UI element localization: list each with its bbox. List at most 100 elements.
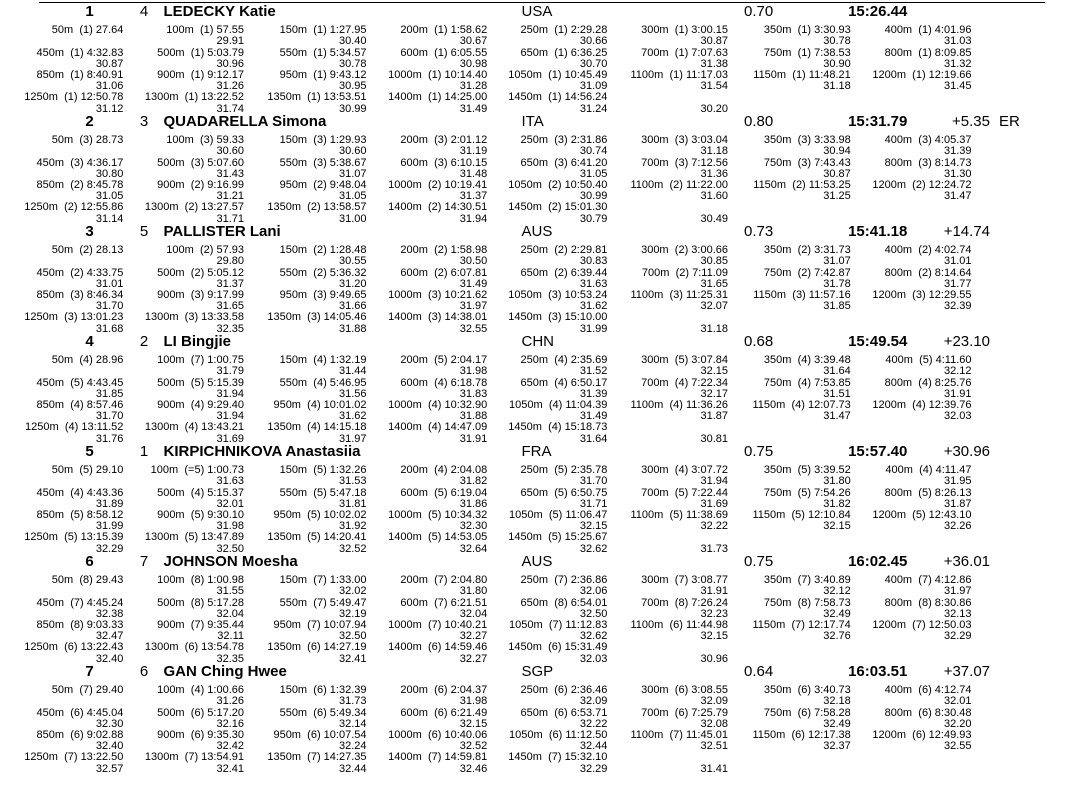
split-distance: 1300m: [144, 751, 179, 764]
lap-time: 31.97: [338, 432, 367, 445]
lap-time: 31.09: [579, 80, 608, 93]
lap-time: 31.64: [579, 432, 608, 445]
split-distance: 1050m: [509, 729, 543, 742]
country-code: USA: [521, 2, 553, 20]
split-cell-1000m: 1000m (5) 10:34.32 32.30: [373, 509, 487, 532]
split-distance: 450m: [36, 706, 64, 719]
split-cell-1400m: 1400m (5) 14:53.05 32.64: [373, 532, 487, 554]
split-distance: 1400m: [388, 751, 422, 764]
split-place-time: (6) 9:35.30: [190, 729, 244, 742]
split-cell-950m: 950m (2) 9:48.04 31.05: [253, 179, 367, 202]
split-cell-200m: 200m (5) 2:04.17 31.98: [373, 355, 487, 377]
split-distance: 850m: [36, 179, 64, 192]
split-distance: 900m: [157, 509, 185, 522]
split-line: 200m (3) 2:01.12: [373, 135, 487, 146]
split-place-time: (1) 14:25.00: [427, 91, 488, 104]
split-distance: 150m: [279, 354, 308, 367]
lap-time: [9, 476, 123, 487]
split-line: 250m (6) 2:36.46: [493, 685, 607, 696]
split-cell-1150m: 1150m (5) 12:10.84 32.15: [737, 509, 851, 533]
split-distance: 1000m: [388, 729, 422, 742]
split-place-time: (5) 5:47.18: [313, 486, 367, 499]
split-line: 1000m (7) 10:40.21: [373, 619, 487, 631]
split-distance: 250m: [520, 684, 548, 697]
split-distance: 950m: [273, 729, 301, 742]
split-place-time: (4) 14:47.09: [427, 421, 488, 434]
rank: 6: [85, 552, 94, 570]
split-distance: 800m: [884, 486, 913, 499]
split-place-time: (5) 8:26.13: [918, 486, 972, 499]
split-place-time: (2) 6:07.81: [434, 266, 488, 279]
split-cell-1300m: 1300m (6) 13:54.78 32.35: [130, 642, 244, 664]
split-place-time: (2) 5:05.12: [190, 266, 244, 279]
split-cell-1050m: 1050m (7) 11:12.83 32.62: [493, 619, 607, 642]
lap-time: 32.49: [823, 717, 851, 730]
lap-time: 30.85: [700, 255, 728, 268]
split-cell-1350m: 1350m (5) 14:20.41 32.52: [253, 532, 366, 554]
split-cell-600m: 600m (7) 6:21.51 32.04: [373, 597, 487, 620]
split-place-time: (2) 28.13: [79, 244, 124, 257]
lap-time: 32.35: [216, 652, 244, 665]
athlete-name: LEDECKY Katie: [163, 2, 276, 20]
split-place-time: (2) 57.93: [199, 244, 244, 257]
split-distance: 1450m: [508, 531, 542, 544]
split-distance: 500m: [157, 486, 185, 499]
split-distance: 1400m: [388, 641, 422, 654]
split-line: 500m (1) 5:03.79: [130, 47, 244, 59]
lap-time: 30.99: [338, 102, 367, 115]
split-distance: 400m: [884, 574, 913, 587]
rank: 2: [85, 112, 94, 130]
split-cell-100m: 100m (3) 59.33 30.60: [130, 135, 244, 157]
split-line: 1400m (6) 14:59.46: [373, 642, 487, 653]
lap-time: 31.78: [823, 277, 851, 290]
split-cell-750m: 750m (1) 7:38.53 30.90: [737, 47, 851, 70]
split-line: 150m (3) 1:29.93: [253, 135, 367, 146]
split-place-time: (1) 9:12.17: [190, 69, 244, 82]
split-cell-1000m: 1000m (1) 10:14.40 31.28: [373, 69, 487, 92]
lap-time: 32.46: [459, 762, 488, 775]
split-cell-700m: 700m (3) 7:12.56 31.36: [614, 157, 728, 180]
split-line: 450m (4) 4:43.36: [9, 487, 123, 499]
split-line: 300m (2) 3:00.66: [614, 245, 728, 256]
reaction-time: 0.75: [744, 442, 774, 460]
split-distance: 250m: [520, 244, 548, 257]
split-line: 1350m (6) 14:27.19: [253, 642, 366, 653]
split-distance: 300m: [641, 134, 669, 147]
lap-time: 31.80: [459, 585, 488, 598]
split-line: 50m (2) 28.13: [9, 244, 124, 257]
split-line: 450m (7) 4:45.24: [9, 597, 123, 609]
split-line: 150m (4) 1:32.19: [253, 355, 367, 366]
split-distance: 1150m: [753, 289, 787, 302]
split-cell-1400m: 1400m (1) 14:25.00 31.49: [373, 92, 487, 114]
split-distance: 600m: [400, 486, 428, 499]
lap-time: 31.43: [216, 167, 244, 180]
lap-time: 32.15: [823, 520, 851, 533]
split-place-time: (4) 12:39.76: [912, 399, 972, 412]
lap-time: 31.64: [823, 365, 851, 378]
split-distance: 900m: [157, 729, 185, 742]
lap-time: 31.53: [338, 475, 367, 488]
split-place-time: (3) 13:33.58: [184, 311, 244, 324]
split-cell-250m: 250m (3) 2:31.86 30.74: [493, 135, 607, 157]
split-line: 1300m (6) 13:54.78: [130, 642, 244, 653]
split-place-time: (3) 3:03.04: [674, 134, 728, 147]
split-place-time: (4) 1:00.66: [190, 684, 244, 697]
split-line: 1000m (4) 10:32.90: [373, 399, 487, 411]
split-place-time: (3) 6:10.15: [434, 156, 488, 169]
split-cell-900m: 900m (2) 9:16.99 31.21: [130, 179, 244, 202]
split-distance: 1250m: [24, 751, 58, 764]
split-place-time: (1) 14:56.24: [548, 91, 608, 104]
split-distance: 400m: [885, 464, 913, 477]
split-cell-1300m: 1300m (7) 13:54.91 32.41: [130, 752, 244, 774]
lap-time: [9, 586, 123, 597]
country-code: CHN: [521, 332, 555, 350]
split-place-time: (3) 5:38.67: [313, 156, 367, 169]
split-line: 1050m (3) 10:53.24: [493, 289, 607, 302]
split-cell-750m: 750m (2) 7:42.87 31.78: [737, 267, 851, 290]
lap-time: 32.08: [700, 717, 728, 730]
split-distance: 400m: [884, 684, 913, 697]
split-distance: 950m: [279, 289, 308, 302]
split-distance: 250m: [520, 134, 548, 147]
lap-time: 32.13: [943, 607, 972, 620]
split-distance: 1050m: [508, 289, 542, 302]
